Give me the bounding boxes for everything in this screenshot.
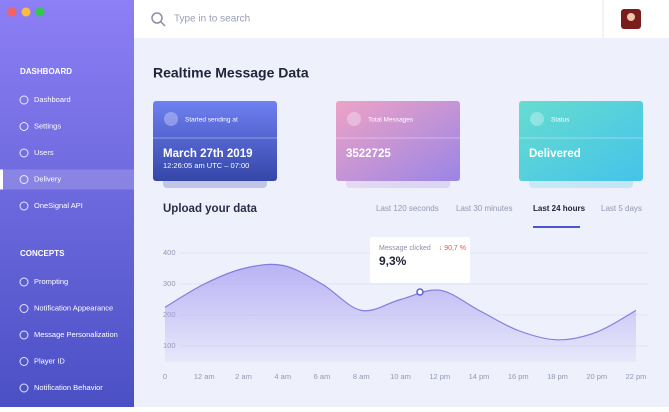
card-value: 3522725 [346, 148, 391, 160]
stat-card [519, 101, 643, 181]
card-label: Status [551, 117, 570, 124]
top-bar [134, 0, 669, 38]
active-highlight [0, 169, 134, 190]
search-icon [160, 21, 166, 27]
nav-icon [19, 201, 29, 211]
avatar [627, 13, 635, 21]
y-tick-label: 400 [163, 248, 176, 257]
hover-point [416, 288, 424, 296]
close-button[interactable] [7, 7, 17, 17]
x-tick-label: 6 am [314, 372, 331, 381]
minimize-button[interactable] [21, 7, 31, 17]
nav-icon [19, 122, 29, 131]
nav-item[interactable]: Prompting [34, 277, 68, 286]
x-tick-label: 20 pm [586, 372, 607, 381]
tooltip-label: Message clicked [379, 245, 431, 252]
nav-icon [19, 304, 29, 313]
card-icon [164, 112, 178, 126]
x-tick-label: 18 pm [547, 372, 568, 381]
nav-icon [19, 277, 29, 287]
card-icon [347, 112, 361, 126]
card-icon [530, 112, 544, 126]
nav-item[interactable]: Message Personalization [34, 330, 118, 339]
nav-item[interactable]: Notification Appearance [34, 303, 113, 312]
card-subvalue: 12:26:05 am UTC – 07:00 [163, 161, 249, 170]
search-icon [151, 12, 163, 24]
nav-item[interactable]: Notification Behavior [34, 383, 103, 392]
card-value: March 27th 2019 [163, 148, 253, 160]
x-tick-label: 12 pm [429, 372, 450, 381]
active-indicator [0, 169, 3, 190]
time-tab[interactable]: Last 30 minutes [456, 204, 512, 213]
x-tick-label: 16 pm [508, 372, 529, 381]
card-value: Delivered [529, 148, 581, 160]
x-tick-label: 0 [163, 372, 167, 381]
x-tick-label: 8 am [353, 372, 370, 381]
nav-item[interactable]: Player ID [34, 356, 65, 365]
stat-card [153, 101, 277, 181]
card-label: Started sending at [185, 117, 238, 124]
page-title: Realtime Message Data [153, 65, 309, 81]
nav-item[interactable]: Settings [34, 121, 61, 130]
stat-card [336, 101, 460, 181]
search-input[interactable]: Type in to search [174, 14, 250, 25]
nav-icon [19, 357, 29, 366]
tooltip-value: 9,3% [379, 254, 407, 268]
x-tick-label: 14 pm [469, 372, 490, 381]
line [164, 263, 637, 341]
x-tick-label: 10 am [390, 372, 411, 381]
area [165, 264, 636, 362]
nav-item[interactable]: Delivery [34, 174, 61, 183]
nav-item[interactable]: Users [34, 148, 54, 157]
nav-icon [19, 383, 29, 393]
time-tab[interactable]: Last 24 hours [533, 204, 586, 213]
nav-item[interactable]: Dashboard [34, 95, 71, 104]
x-tick-label: 4 am [274, 372, 291, 381]
y-tick-label: 300 [163, 279, 176, 288]
section-title: Upload your data [163, 203, 258, 215]
nav-icon [19, 148, 29, 158]
time-tab[interactable]: Last 120 seconds [376, 204, 439, 213]
section-heading: CONCEPTS [20, 249, 65, 258]
section-heading: DASHBOARD [20, 67, 72, 76]
nav-item[interactable]: OneSignal API [34, 201, 83, 210]
x-tick-label: 2 am [235, 372, 252, 381]
nav-icon [19, 330, 29, 340]
card-label: Total Messages [368, 117, 414, 124]
time-tab[interactable]: Last 5 days [601, 204, 642, 213]
tooltip [370, 237, 470, 283]
nav-icon [19, 175, 29, 184]
x-tick-label: 12 am [194, 372, 215, 381]
x-tick-label: 22 pm [626, 372, 647, 381]
nav-icon [19, 95, 29, 105]
tooltip-change: ↓ 90,7 % [439, 245, 466, 252]
zoom-button[interactable] [35, 7, 45, 17]
